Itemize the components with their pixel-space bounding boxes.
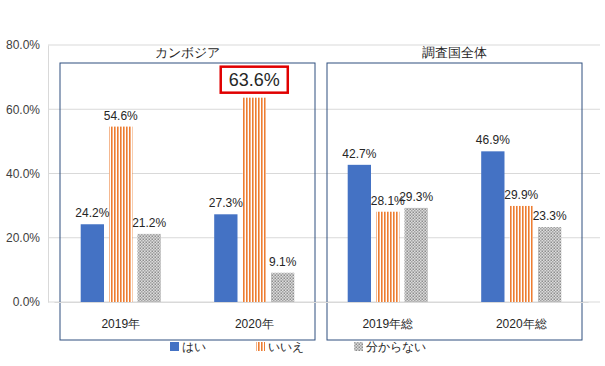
- bar: [271, 273, 294, 302]
- bar: [348, 165, 371, 302]
- data-label: 21.2%: [132, 216, 166, 230]
- x-tick-label: 2019年総: [362, 317, 413, 331]
- bar: [510, 206, 533, 302]
- data-label: 29.3%: [399, 190, 433, 204]
- data-labels: 24.2%27.3%42.7%46.9%54.6%63.6%28.1%29.9%…: [75, 67, 567, 269]
- bar: [138, 234, 161, 302]
- data-label: 54.6%: [104, 109, 138, 123]
- y-tick: 0.0%: [13, 295, 48, 309]
- y-tick-label: 60.0%: [6, 103, 40, 117]
- y-axis: 0.0% 20.0% 40.0% 60.0% 80.0%: [6, 38, 49, 309]
- panel-title: カンボジア: [155, 45, 220, 60]
- legend-item: 分からない: [354, 340, 426, 354]
- x-tick-label: 2019年: [101, 317, 140, 331]
- x-tick: 2020年総: [496, 302, 547, 331]
- x-axis-line: [55, 302, 589, 303]
- bar: [405, 208, 428, 302]
- y-tick-label: 80.0%: [6, 38, 40, 52]
- y-tick-label: 0.0%: [13, 295, 41, 309]
- panel-title: 調査国全体: [422, 45, 487, 60]
- panel-frame: [327, 63, 582, 340]
- legend: はい いいえ 分からない: [170, 340, 426, 354]
- data-label: 9.1%: [269, 255, 297, 269]
- x-tick-label: 2020年: [235, 317, 274, 331]
- bar: [538, 227, 561, 302]
- x-axis: 2019年 2020年 2019年総 2020年総: [55, 302, 589, 331]
- data-label: 27.3%: [209, 196, 243, 210]
- bar: [376, 212, 399, 302]
- highlight-label: 63.6%: [229, 70, 280, 90]
- bar: [81, 224, 104, 302]
- grid-line: [48, 45, 600, 46]
- data-label: 46.9%: [476, 133, 510, 147]
- bars: [81, 98, 562, 302]
- legend-label: はい: [182, 340, 206, 354]
- y-tick: 40.0%: [6, 167, 48, 181]
- legend-label: 分からない: [366, 340, 426, 354]
- bar: [109, 127, 132, 302]
- data-label: 29.9%: [504, 188, 538, 202]
- grid: [48, 45, 600, 302]
- legend-swatch: [354, 342, 363, 351]
- highlight-box: [221, 67, 288, 93]
- y-tick-label: 40.0%: [6, 167, 40, 181]
- bar: [214, 214, 237, 302]
- bar: [481, 151, 504, 302]
- data-label: 24.2%: [75, 206, 109, 220]
- x-tick: 2019年: [101, 302, 140, 331]
- x-tick: 2019年総: [362, 302, 413, 331]
- chart: カンボジア調査国全体0.0%20.0%40.0%60.0%80.0%2019年2…: [0, 0, 605, 366]
- data-label: 23.3%: [533, 209, 567, 223]
- y-tick-label: 20.0%: [6, 231, 40, 245]
- bar: [243, 98, 266, 302]
- y-axis-line: [48, 46, 49, 303]
- y-tick: 60.0%: [6, 103, 48, 117]
- x-tick-label: 2020年総: [496, 317, 547, 331]
- data-label: 42.7%: [342, 147, 376, 161]
- legend-item: いいえ: [256, 340, 304, 354]
- panel-frame: [60, 63, 315, 340]
- legend-swatch: [170, 342, 179, 351]
- legend-swatch: [256, 342, 265, 351]
- x-tick: 2020年: [235, 302, 274, 331]
- legend-item: はい: [170, 340, 206, 354]
- y-tick: 20.0%: [6, 231, 48, 245]
- y-tick: 80.0%: [6, 38, 48, 52]
- legend-label: いいえ: [268, 340, 304, 354]
